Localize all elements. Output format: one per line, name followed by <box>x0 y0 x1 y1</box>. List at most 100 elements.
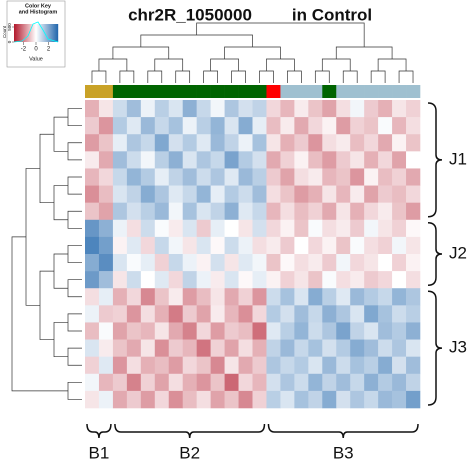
heatmap-cell <box>266 305 281 323</box>
heatmap-cell <box>168 134 184 152</box>
heatmap-cell <box>112 305 128 323</box>
heatmap-cell <box>196 322 211 340</box>
heatmap-cell <box>182 117 197 135</box>
heatmap-cell <box>210 100 225 118</box>
heatmap-cell <box>210 168 225 186</box>
heatmap-cell <box>350 271 365 289</box>
row-group-label: J1 <box>449 149 467 168</box>
heatmap-cell <box>182 339 197 357</box>
dendrogram-branch <box>266 58 295 71</box>
column-annotation <box>336 85 351 98</box>
heatmap-cell <box>294 390 309 409</box>
key-title: Color Key <box>25 3 52 9</box>
heatmap-cell <box>336 168 351 186</box>
heatmap-cell <box>294 356 309 375</box>
heatmap-cell <box>224 322 239 340</box>
heatmap-cell <box>182 236 197 255</box>
heatmap-cell <box>252 151 267 169</box>
key-swatch <box>22 24 24 42</box>
heatmap-cell <box>224 134 239 152</box>
dendrogram-branch <box>196 22 365 47</box>
heatmap-cell <box>168 185 184 203</box>
key-swatch <box>52 24 54 42</box>
heatmap-cell <box>168 339 184 357</box>
key-swatch <box>27 24 29 42</box>
heatmap-cell <box>392 288 407 306</box>
heatmap-cell <box>112 151 128 169</box>
heatmap-cell <box>308 185 323 203</box>
heatmap-cell <box>112 202 128 221</box>
heatmap-cell <box>294 254 309 272</box>
heatmap-cell <box>85 236 100 255</box>
heatmap-cell <box>364 219 379 238</box>
heatmap-cell <box>364 236 379 255</box>
heatmap-cell <box>294 168 309 186</box>
heatmap-cell <box>378 219 393 238</box>
key-swatch <box>28 24 30 42</box>
column-brace <box>114 423 266 439</box>
heatmap-cell <box>126 168 142 186</box>
heatmap-cell <box>154 288 170 306</box>
heatmap-cell <box>85 288 100 306</box>
heatmap-cell <box>336 185 351 203</box>
heatmap-cell <box>364 322 379 340</box>
heatmap-cell <box>168 390 184 409</box>
heatmap-cell <box>112 339 128 357</box>
heatmap-cell <box>224 271 239 289</box>
heatmap-cell <box>112 236 128 255</box>
dendrogram-branch <box>321 58 351 71</box>
heatmap-cell <box>322 151 337 169</box>
heatmap-cell <box>392 271 407 289</box>
heatmap-cell <box>350 390 365 409</box>
heatmap-cell <box>280 271 295 289</box>
heatmap-cell <box>252 254 267 272</box>
heatmap-cell <box>154 185 170 203</box>
heatmap-cell <box>294 134 309 152</box>
key-xlabel: Value <box>29 56 43 62</box>
column-annotation <box>238 85 253 98</box>
dendrogram-branch <box>377 58 407 71</box>
heatmap-cell <box>126 100 142 118</box>
heatmap-cell <box>238 151 253 169</box>
heatmap-cell <box>112 168 128 186</box>
dendrogram-branch <box>224 46 281 59</box>
heatmap-cell <box>350 134 365 152</box>
heatmap-cell <box>364 168 379 186</box>
heatmap-cell <box>294 271 309 289</box>
heatmap-cell <box>238 356 253 375</box>
heatmap-cell <box>308 339 323 357</box>
heatmap-cell <box>252 100 267 118</box>
heatmap-cell <box>126 390 142 409</box>
heatmap-cell <box>322 288 337 306</box>
heatmap-cell <box>364 117 379 135</box>
heatmap-cell <box>294 151 309 169</box>
heatmap-cell <box>126 322 142 340</box>
heatmap-cell <box>406 219 421 238</box>
heatmap-cell <box>294 288 309 306</box>
key-swatch <box>17 24 19 42</box>
heatmap-cell <box>210 390 225 409</box>
heatmap-cell <box>378 373 393 392</box>
heatmap-cell <box>126 134 142 152</box>
dendrogram-branch <box>231 70 246 83</box>
dendrogram-branch <box>154 58 184 71</box>
heatmap-cell <box>85 356 100 375</box>
heatmap-cell <box>336 322 351 340</box>
heatmap-cell <box>378 305 393 323</box>
heatmap-cell <box>126 305 142 323</box>
row-group-label: J3 <box>449 338 467 357</box>
heatmap-cell <box>392 100 407 118</box>
heatmap-cell <box>392 390 407 409</box>
heatmap-cell <box>210 185 225 203</box>
heatmap-cell <box>280 100 295 118</box>
column-annotation <box>392 85 407 98</box>
heatmap-cell <box>196 100 211 118</box>
heatmap-cell <box>406 390 421 409</box>
heatmap-cell <box>224 288 239 306</box>
heatmap-cell <box>238 254 253 272</box>
heatmap-cell <box>168 151 184 169</box>
heatmap-cell <box>182 185 197 203</box>
heatmap-cell <box>378 236 393 255</box>
dendrogram-branch <box>67 176 82 195</box>
heatmap-cell <box>364 185 379 203</box>
